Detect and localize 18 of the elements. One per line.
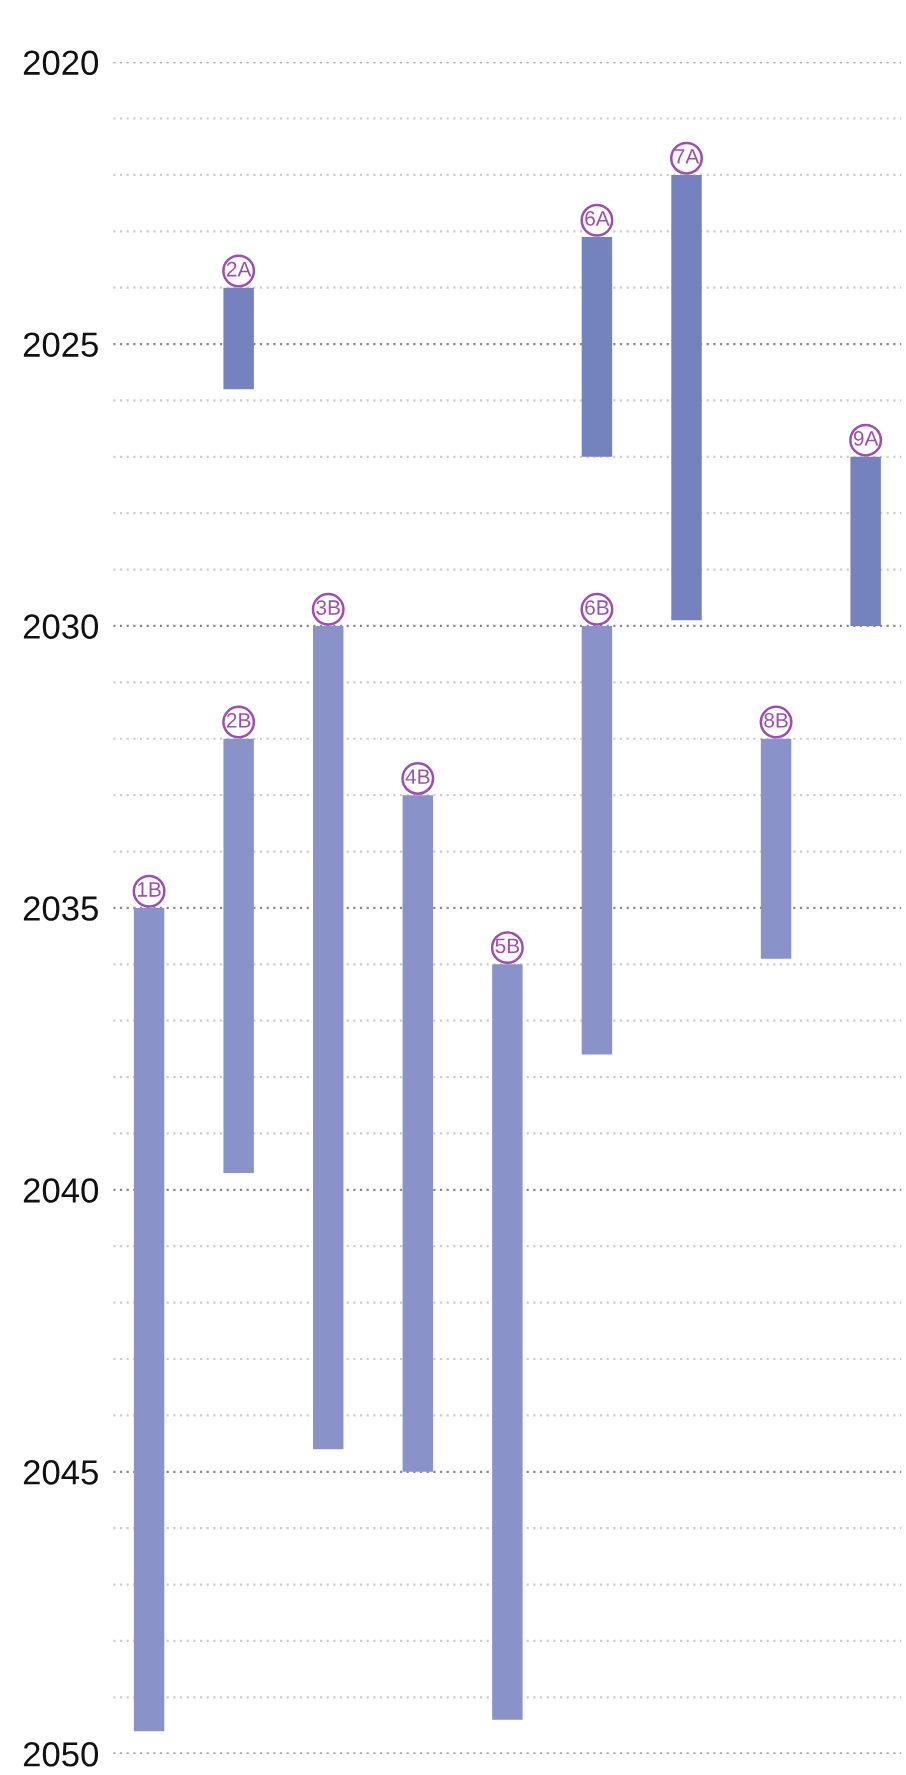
y-tick-label: 2050 xyxy=(23,1742,99,1767)
y-tick-label: 2025 xyxy=(23,332,98,357)
series-label: 8B xyxy=(764,712,788,728)
y-tick-label: 2030 xyxy=(23,614,99,639)
series-label: 4B xyxy=(405,769,430,784)
series-label: 1B xyxy=(137,882,161,897)
series-label: 3B xyxy=(316,600,340,615)
series-label: 9A xyxy=(853,431,879,446)
y-tick-label: 2020 xyxy=(23,50,99,76)
y-tick-label: 2035 xyxy=(23,896,98,921)
series-label: 2A xyxy=(226,261,252,277)
series-label: 5B xyxy=(495,938,519,954)
series-label: 6B xyxy=(585,600,609,615)
series-label: 7A xyxy=(674,149,700,164)
series-label: 6A xyxy=(585,211,610,226)
y-tick-label: 2040 xyxy=(23,1178,99,1203)
y-tick-label: 2045 xyxy=(23,1460,98,1485)
series-label: 2B xyxy=(226,712,251,728)
